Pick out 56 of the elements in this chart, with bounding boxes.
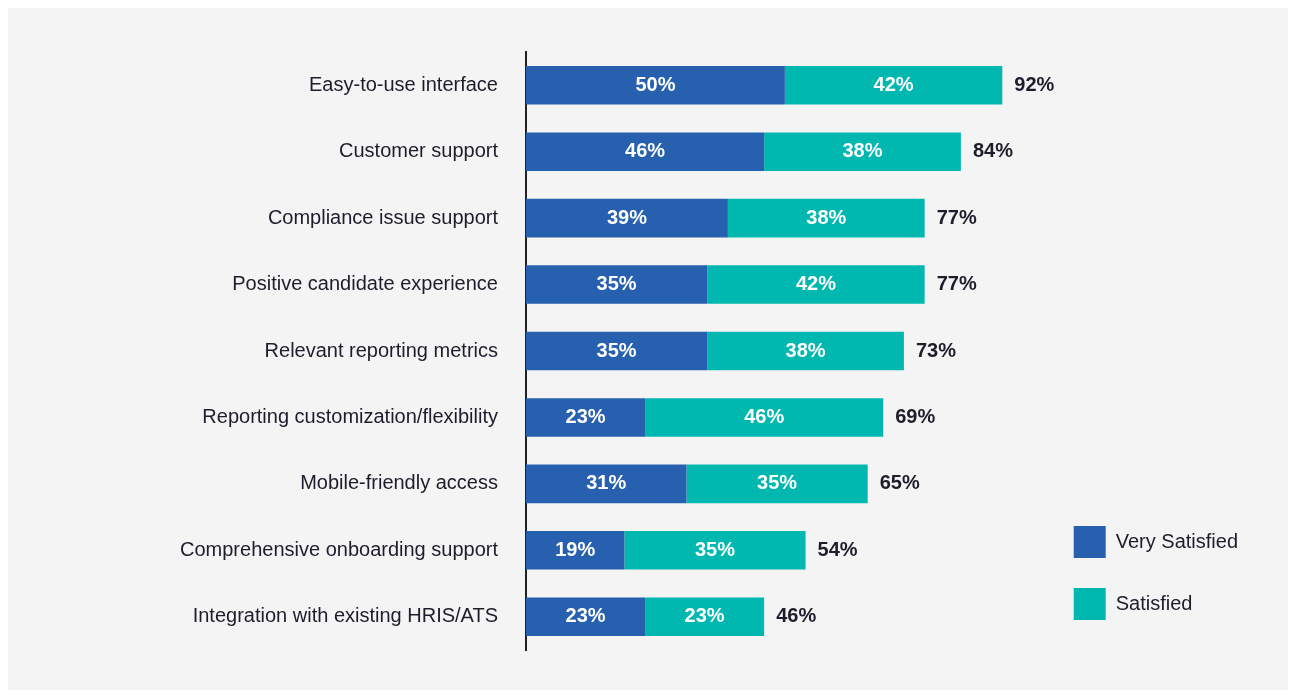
bar [707,265,925,304]
total-label: 73% [915,338,957,361]
data-label: 46% [744,404,785,427]
total-label: 77% [936,272,977,295]
data-label: 35% [596,272,637,295]
bar [764,132,961,171]
bar [784,65,1003,105]
bar [707,331,904,371]
data-label: 23% [684,604,725,627]
bar [526,265,708,304]
total-label: 84% [972,139,1014,162]
data-label: 23% [565,404,606,427]
total-label: 92% [1014,72,1055,95]
data-label: 39% [606,205,648,228]
data-label: 35% [757,471,798,494]
data-label: 23% [565,604,606,627]
y-tick-label: Mobile-friendly access [300,471,498,494]
data-label: 19% [555,537,596,560]
y-tick-label: Integration with existing HRIS/ATS [192,604,498,627]
data-label: 42% [873,72,914,95]
y-tick-label: Comprehensive onboarding support [180,537,499,560]
y-tick-label: Compliance issue support [267,205,499,228]
y-tick-label: Relevant reporting metrics [264,338,498,361]
legend-label: Satisfied [1115,591,1193,614]
data-label: 31% [586,471,627,494]
total-label: 69% [895,404,936,427]
data-label: 38% [785,338,826,361]
y-tick-label: Positive candidate experience [232,272,498,295]
data-label: 35% [694,537,736,560]
bar [526,65,785,105]
legend-label: Very Satisfied [1115,529,1239,552]
data-label: 38% [806,205,847,228]
total-label: 54% [817,537,858,560]
bar [645,597,765,637]
data-label: 50% [635,72,676,95]
bar [526,132,765,171]
bar [526,464,687,504]
total-label: 77% [936,205,977,228]
bar [624,531,806,570]
data-label: 42% [795,272,837,295]
data-label: 46% [625,139,666,162]
bar [526,597,646,637]
y-tick-label: Easy-to-use interface [309,72,498,95]
total-label: 46% [776,604,817,627]
total-label: 65% [879,471,920,494]
y-tick-label: Reporting customization/flexibility [202,404,498,427]
bar [526,198,728,238]
bar [526,398,646,437]
bar [526,331,708,371]
bar [526,531,625,570]
y-tick-label: Customer support [339,139,499,162]
data-label: 35% [596,338,637,361]
bar [727,198,925,238]
data-label: 38% [842,139,883,162]
bar [686,464,868,504]
bar [645,398,884,437]
